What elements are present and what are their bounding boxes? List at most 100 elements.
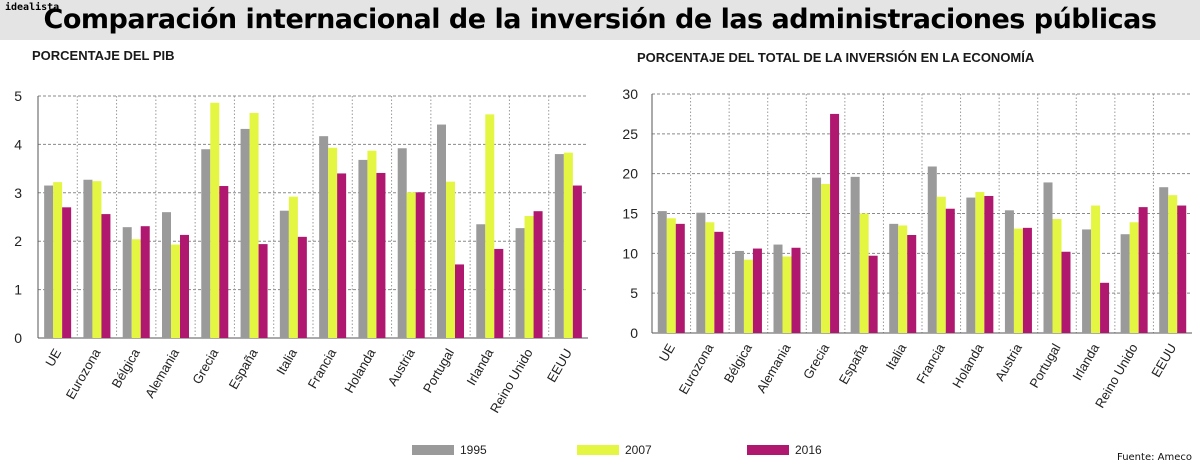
x-tick-label: Grecia	[800, 340, 833, 381]
bar-1995	[476, 224, 486, 338]
bar-1995	[122, 227, 132, 338]
bar-2016	[337, 173, 347, 338]
bar-2016	[1177, 205, 1187, 333]
bar-2016	[907, 235, 917, 333]
bar-1995	[850, 176, 860, 333]
bar-2007	[288, 196, 298, 338]
bar-1995	[397, 148, 407, 338]
x-tick-label: UE	[656, 341, 678, 364]
bar-2016	[455, 264, 464, 338]
bar-1995	[162, 212, 171, 338]
legend: 1995 2007 2016	[412, 443, 822, 457]
bar-1995	[966, 197, 976, 333]
x-tick-label: Irlanda	[1069, 340, 1102, 383]
y-tick-label: 4	[14, 136, 22, 152]
bar-2016	[572, 185, 582, 338]
x-tick-label: Austria	[992, 340, 1026, 383]
x-tick-label: Alemania	[754, 340, 794, 395]
bar-2007	[563, 152, 573, 338]
bar-2007	[1091, 205, 1101, 333]
y-tick-label: 5	[14, 88, 22, 104]
bar-2016	[297, 236, 307, 338]
bar-1995	[1159, 187, 1169, 333]
y-tick-label: 15	[622, 206, 638, 222]
bar-1995	[696, 212, 706, 333]
y-tick-label: 0	[14, 330, 22, 346]
bar-2016	[258, 244, 268, 338]
bar-1995	[83, 179, 93, 338]
bar-2007	[406, 192, 416, 338]
bar-1995	[773, 244, 783, 333]
bar-2016	[180, 234, 189, 338]
bar-1995	[1120, 234, 1130, 333]
x-tick-label: Portugal	[1026, 341, 1063, 391]
x-tick-label: Alemania	[142, 345, 182, 400]
x-tick-label: UE	[42, 346, 64, 369]
brand-logo: idealista	[5, 2, 60, 13]
x-tick-label: EEUU	[1148, 341, 1179, 380]
y-tick-label: 30	[622, 86, 638, 102]
bar-2016	[494, 248, 504, 338]
bar-1995	[657, 211, 667, 333]
bar-2007	[898, 225, 908, 333]
bar-2007	[485, 114, 495, 338]
bar-2007	[446, 181, 455, 338]
bar-2007	[821, 184, 831, 333]
bar-2007	[1052, 219, 1062, 333]
bar-1995	[812, 177, 822, 333]
bar-1995	[734, 250, 744, 333]
bar-2016	[791, 247, 801, 333]
bar-1995	[201, 149, 211, 338]
bar-2016	[415, 192, 425, 338]
bar-2007	[666, 218, 676, 333]
x-tick-label: Francia	[305, 345, 340, 391]
x-tick-label: Italia	[273, 345, 300, 377]
bar-2007	[131, 239, 141, 338]
x-tick-label: Eurozona	[63, 345, 104, 401]
bar-2016	[675, 223, 685, 333]
bar-2016	[219, 186, 229, 338]
bar-1995	[515, 228, 525, 338]
bar-2016	[714, 231, 724, 333]
x-tick-label: Grecia	[189, 345, 222, 386]
bar-2007	[328, 147, 338, 338]
x-tick-label: Italia	[883, 340, 910, 372]
x-tick-label: Holanda	[949, 340, 987, 390]
x-tick-label: Bélgica	[109, 345, 144, 390]
bar-1995	[437, 124, 446, 338]
y-tick-label: 2	[14, 233, 22, 249]
bar-1995	[319, 136, 329, 338]
x-tick-label: Eurozona	[676, 340, 717, 396]
bar-2007	[936, 196, 946, 333]
x-tick-label: Bélgica	[721, 340, 756, 385]
bar-2007	[1129, 222, 1139, 333]
bar-2016	[62, 207, 72, 338]
legend-swatch-2007	[577, 445, 619, 455]
bar-2007	[367, 150, 377, 338]
bar-2007	[975, 191, 985, 333]
x-tick-label: Holanda	[341, 345, 379, 395]
bar-1995	[1043, 182, 1053, 333]
bar-2007	[859, 213, 869, 333]
x-tick-label: España	[836, 340, 871, 386]
bar-1995	[1004, 210, 1014, 333]
x-tick-label: España	[226, 345, 261, 391]
bar-2007	[705, 222, 715, 333]
bar-2016	[868, 255, 878, 333]
bar-2016	[752, 248, 762, 333]
legend-label: 1995	[460, 443, 487, 457]
bar-1995	[44, 185, 54, 338]
y-tick-label: 3	[14, 185, 22, 201]
bar-2007	[53, 182, 63, 338]
y-tick-label: 25	[622, 126, 638, 142]
bar-2007	[1013, 228, 1023, 333]
y-tick-label: 20	[622, 166, 638, 182]
bar-2016	[984, 195, 994, 333]
bar-2007	[210, 102, 220, 338]
bar-2016	[1138, 207, 1148, 333]
bar-2016	[376, 172, 386, 338]
x-tick-label: Austria	[385, 345, 419, 388]
bar-2007	[524, 216, 534, 338]
